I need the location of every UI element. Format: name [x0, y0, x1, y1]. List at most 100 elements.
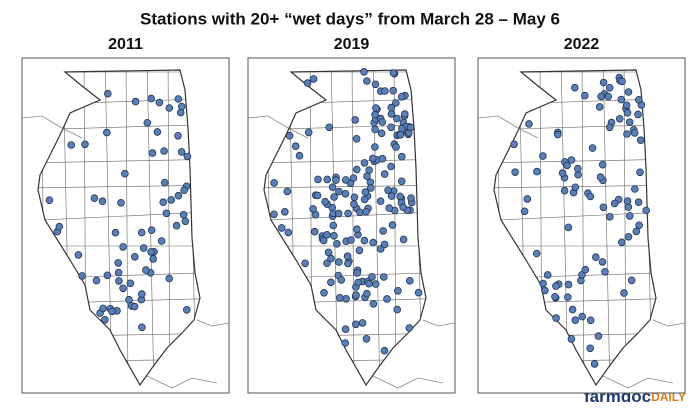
- station-dot: [309, 205, 317, 213]
- station-dot: [624, 88, 633, 96]
- station-dot: [115, 277, 123, 285]
- station-dot: [618, 77, 626, 86]
- station-dot: [350, 193, 359, 202]
- station-dot: [295, 151, 304, 160]
- station-dot: [147, 94, 155, 103]
- station-dot: [380, 273, 388, 281]
- station-dot: [310, 227, 319, 236]
- station-dot: [353, 269, 361, 277]
- figure-title: Stations with 20+ “wet days” from March …: [140, 9, 560, 28]
- station-dot: [323, 175, 331, 184]
- station-dot: [586, 316, 595, 325]
- station-dot: [280, 208, 289, 216]
- station-dot: [55, 222, 64, 231]
- station-dot: [347, 236, 355, 244]
- station-dot: [586, 344, 594, 353]
- station-dot: [384, 186, 392, 195]
- station-dot: [111, 228, 120, 237]
- station-dot: [270, 179, 278, 187]
- county-line: [602, 70, 611, 385]
- station-dot: [321, 197, 329, 206]
- station-dot: [523, 195, 532, 203]
- station-dot: [74, 251, 83, 259]
- neighbor-border: [21, 115, 83, 139]
- station-dot: [327, 278, 335, 287]
- station-dot: [595, 103, 604, 111]
- neighbor-border: [372, 375, 444, 389]
- station-dot: [558, 169, 567, 177]
- station-dot: [551, 293, 559, 301]
- station-dot: [592, 253, 600, 262]
- station-dot: [371, 80, 380, 89]
- station-dot: [143, 119, 152, 127]
- station-dot: [581, 91, 589, 100]
- station-dot: [165, 274, 174, 283]
- neighbor-border: [477, 115, 539, 139]
- station-dot: [632, 227, 641, 236]
- station-dot: [568, 305, 577, 314]
- station-dot: [309, 75, 318, 83]
- station-dot: [291, 142, 300, 150]
- station-dot: [301, 259, 309, 268]
- station-dot: [343, 252, 352, 261]
- neighbor-border: [602, 375, 674, 389]
- station-dot: [596, 173, 605, 181]
- station-dot: [341, 190, 350, 198]
- station-dot: [362, 334, 371, 343]
- station-dot: [381, 87, 389, 95]
- station-dot: [405, 324, 414, 332]
- station-dot: [174, 132, 182, 140]
- station-dot: [155, 98, 164, 107]
- station-dot: [396, 192, 404, 201]
- station-dot: [149, 255, 157, 263]
- station-dot: [625, 118, 634, 126]
- station-dot: [352, 135, 361, 143]
- station-dot: [285, 131, 294, 140]
- station-dot: [90, 194, 99, 203]
- station-dot: [618, 238, 626, 247]
- station-dot: [636, 168, 644, 177]
- station-dot: [178, 102, 186, 111]
- station-dot: [511, 168, 519, 176]
- station-dot: [525, 120, 533, 128]
- station-dot: [623, 130, 631, 138]
- station-dot: [396, 131, 405, 139]
- station-dot: [131, 253, 139, 261]
- station-dot: [567, 156, 576, 164]
- station-dot: [387, 123, 395, 132]
- station-dot: [520, 207, 529, 216]
- station-dot: [624, 233, 633, 241]
- station-dot: [598, 258, 607, 266]
- station-dot: [636, 136, 645, 144]
- station-dot: [283, 187, 292, 196]
- station-dot: [78, 272, 86, 280]
- station-dot: [380, 170, 389, 178]
- station-dot: [270, 210, 278, 219]
- station-dot: [353, 225, 361, 234]
- station-dot: [363, 172, 371, 180]
- station-dot: [605, 83, 614, 92]
- station-dot: [119, 284, 127, 293]
- station-dot: [179, 211, 188, 219]
- station-dot: [360, 195, 369, 204]
- station-dot: [157, 237, 166, 245]
- station-dot: [581, 265, 590, 274]
- station-dot: [137, 228, 146, 237]
- station-dot: [334, 209, 343, 218]
- station-dot: [67, 141, 75, 149]
- station-dot: [398, 152, 406, 161]
- station-dot: [393, 305, 402, 314]
- station-dot: [601, 268, 609, 276]
- station-dot: [284, 228, 293, 237]
- station-dot: [571, 316, 580, 325]
- station-dot: [539, 152, 547, 160]
- station-dot: [631, 185, 639, 193]
- station-dot: [138, 290, 146, 298]
- station-dot: [138, 323, 146, 332]
- station-dot: [393, 114, 401, 123]
- station-dot: [624, 203, 633, 211]
- station-dot: [564, 223, 573, 232]
- station-dot: [635, 95, 643, 104]
- county-line: [167, 70, 171, 385]
- station-dot: [319, 236, 328, 245]
